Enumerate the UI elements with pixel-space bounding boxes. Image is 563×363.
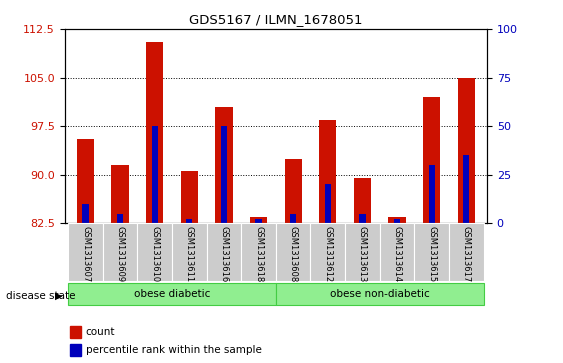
Bar [458,78,475,223]
Bar [68,282,276,306]
Bar [256,219,262,223]
Bar [379,223,414,281]
Bar [186,219,193,223]
Bar [394,219,400,223]
Bar [290,213,296,223]
Bar [70,326,81,338]
Bar [345,223,379,281]
Text: GSM1313613: GSM1313613 [358,226,367,282]
Text: GSM1313614: GSM1313614 [392,226,401,282]
Bar [242,223,276,281]
Bar [103,223,137,281]
Text: GSM1313607: GSM1313607 [81,226,90,282]
Bar [172,223,207,281]
Text: GSM1313609: GSM1313609 [115,226,124,282]
Text: GSM1313610: GSM1313610 [150,226,159,282]
Text: GSM1313608: GSM1313608 [289,226,298,282]
Bar [276,282,484,306]
Bar [111,165,129,223]
Bar [250,217,267,223]
Bar [354,178,371,223]
Text: obese diabetic: obese diabetic [134,289,210,299]
Bar [82,204,88,223]
Text: GSM1313615: GSM1313615 [427,226,436,282]
Title: GDS5167 / ILMN_1678051: GDS5167 / ILMN_1678051 [189,13,363,26]
Text: GSM1313612: GSM1313612 [323,226,332,282]
Bar [207,223,242,281]
Bar [423,97,440,223]
Bar [319,120,337,223]
Bar [181,171,198,223]
Bar [276,223,310,281]
Bar [77,139,94,223]
Bar [428,165,435,223]
Bar [70,344,81,356]
Text: obese non-diabetic: obese non-diabetic [330,289,430,299]
Text: GSM1313617: GSM1313617 [462,226,471,282]
Bar [414,223,449,281]
Bar [310,223,345,281]
Bar [151,126,158,223]
Text: percentile rank within the sample: percentile rank within the sample [86,345,261,355]
Bar [221,126,227,223]
Bar [215,107,233,223]
Bar [284,159,302,223]
Bar [137,223,172,281]
Bar [463,155,470,223]
Text: GSM1313611: GSM1313611 [185,226,194,282]
Text: ▶: ▶ [55,291,63,301]
Bar [146,42,163,223]
Bar [359,213,365,223]
Text: GSM1313618: GSM1313618 [254,226,263,282]
Bar [117,213,123,223]
Bar [388,217,406,223]
Bar [325,184,331,223]
Bar [68,223,103,281]
Bar [449,223,484,281]
Text: count: count [86,327,115,337]
Text: GSM1313616: GSM1313616 [220,226,229,282]
Text: disease state: disease state [6,291,75,301]
